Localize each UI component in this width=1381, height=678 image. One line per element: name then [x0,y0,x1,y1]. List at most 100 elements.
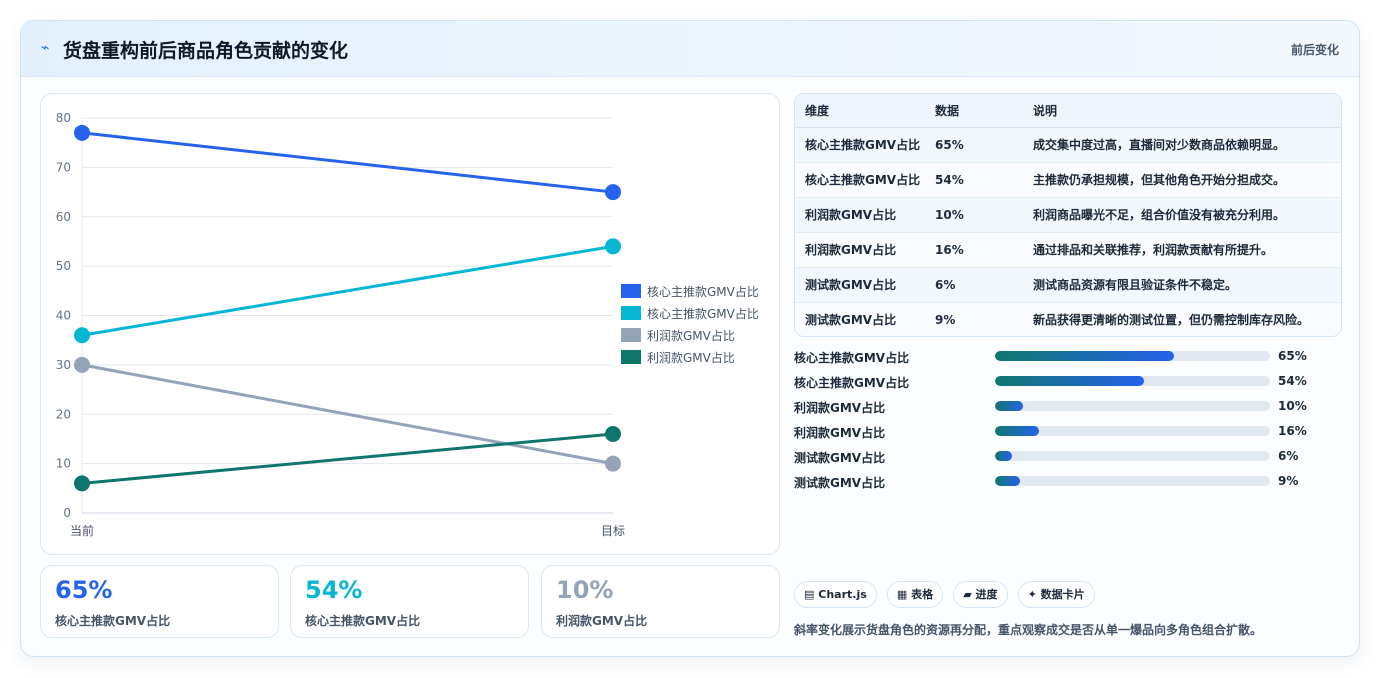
y-tick-label: 10 [56,457,71,471]
progress-value: 54% [1278,374,1307,388]
progress-fill [995,451,1012,461]
table-row: 核心主推款GMV占比 54% 主推款仍承担规模，但其他角色开始分担成交。 [795,162,1341,198]
y-tick-label: 30 [56,358,71,372]
legend-label: 利润款GMV占比 [647,328,735,343]
table-header-cell: 说明 [1023,94,1341,128]
progress-fill [995,351,1174,361]
chip-data-card[interactable]: ✦ 数据卡片 [1017,581,1095,608]
table-row: 测试款GMV占比 9% 新品获得更清晰的测试位置，但仍需控制库存风险。 [795,302,1341,336]
progress-label: 核心主推款GMV占比 [794,351,910,365]
y-tick-label: 60 [56,210,71,224]
chip-chartjs[interactable]: ▤ Chart.js [794,581,877,608]
table-row: 测试款GMV占比 6% 测试商品资源有限且验证条件不稳定。 [795,267,1341,303]
chip-label: 进度 [975,588,998,601]
progress-track [995,376,1270,386]
y-tick-label: 20 [56,407,71,421]
progress-label: 测试款GMV占比 [794,451,886,465]
stat-card-3: 10% 利润款GMV占比 [541,565,780,638]
data-point [605,238,621,255]
table-cell: 测试款GMV占比 [795,302,925,336]
table-header-row: 维度 数据 说明 [795,94,1341,128]
table-icon: ▦ [896,588,908,601]
table-cell: 54% [925,162,1023,198]
table-row: 利润款GMV占比 16% 通过排品和关联推荐，利润款贡献有所提升。 [795,232,1341,268]
data-point [605,426,621,442]
progress-row: 测试款GMV占比 6% [794,446,1342,471]
progress-fill [995,376,1144,386]
x-tick-label: 当前 [70,523,94,538]
y-tick-label: 80 [56,111,71,125]
table-cell: 10% [925,197,1023,233]
page-title: 货盘重构前后商品角色贡献的变化 [63,40,349,62]
table-cell: 核心主推款GMV占比 [795,162,925,198]
stat-value: 65% [55,576,113,604]
stat-label: 核心主推款GMV占比 [305,614,421,628]
y-tick-label: 40 [56,309,71,323]
legend-swatch [621,350,641,364]
table-cell: 测试商品资源有限且验证条件不稳定。 [1023,267,1341,303]
table-cell: 新品获得更清晰的测试位置，但仍需控制库存风险。 [1023,302,1341,336]
progress-track [995,351,1270,361]
table-cell: 9% [925,302,1023,336]
progress-value: 16% [1278,424,1307,438]
progress-row: 利润款GMV占比 10% [794,396,1342,421]
progress-fill [995,401,1023,411]
table-cell: 主推款仍承担规模，但其他角色开始分担成交。 [1023,162,1341,198]
legend-label: 利润款GMV占比 [647,350,735,365]
progress-list: 核心主推款GMV占比 65% 核心主推款GMV占比 54% 利润款GMV占比 10% 利润款… [794,346,1342,496]
data-point [74,124,90,141]
progress-row: 核心主推款GMV占比 54% [794,371,1342,396]
progress-fill [995,476,1020,486]
progress-row: 核心主推款GMV占比 65% [794,346,1342,371]
data-point [605,184,621,201]
progress-label: 核心主推款GMV占比 [794,376,910,390]
card-header: ⌁ 货盘重构前后商品角色贡献的变化 前后变化 [21,21,1359,77]
chart-svg: 0 10 20 30 40 50 60 70 80 当前 目标 核心主推款GMV占比核心主推款GMV占… [56,111,759,538]
stat-value: 54% [305,576,363,604]
legend-label: 核心主推款GMV占比 [647,306,759,321]
progress-track [995,451,1270,461]
table-header-cell: 维度 [795,94,925,128]
progress-row: 利润款GMV占比 16% [794,421,1342,446]
stat-card-1: 65% 核心主推款GMV占比 [40,565,279,638]
stat-value: 10% [556,576,614,604]
table-cell: 利润款GMV占比 [795,197,925,233]
stat-card-2: 54% 核心主推款GMV占比 [290,565,529,638]
progress-label: 利润款GMV占比 [794,426,886,440]
table-cell: 利润商品曝光不足，组合价值没有被充分利用。 [1023,197,1341,233]
progress-value: 6% [1278,449,1299,463]
data-point [605,455,621,472]
header-tag: 前后变化 [1290,43,1339,57]
tech-chips: ▤ Chart.js ▦ 表格 ▰ 进度 ✦ 数据卡片 [794,581,1100,609]
progress-row: 测试款GMV占比 9% [794,471,1342,496]
table-cell: 利润款GMV占比 [795,232,925,268]
progress-value: 9% [1278,474,1299,488]
legend-swatch [621,306,641,320]
chip-label: Chart.js [818,588,867,601]
progress-icon: ▰ [963,588,972,601]
table-row: 核心主推款GMV占比 65% 成交集中度过高，直播间对少数商品依赖明显。 [795,127,1341,163]
table-row: 利润款GMV占比 10% 利润商品曝光不足，组合价值没有被充分利用。 [795,197,1341,233]
y-tick-label: 70 [56,160,71,174]
footnote: 斜率变化展示货盘角色的资源再分配，重点观察成交是否从单一爆品向多角色组合扩散。 [794,623,1263,637]
table-cell: 核心主推款GMV占比 [795,127,925,163]
series-line-4 [81,432,614,485]
chip-table[interactable]: ▦ 表格 [886,581,944,608]
x-tick-label: 目标 [601,524,625,538]
data-point [74,475,90,492]
progress-label: 测试款GMV占比 [794,476,886,490]
series-line-3 [81,363,614,466]
progress-value: 65% [1278,349,1307,363]
slope-chart: 0 10 20 30 40 50 60 70 80 当前 目标 核心主推款GMV占比 核心主推款GMV占… [40,93,780,555]
progress-value: 10% [1278,399,1307,413]
y-tick-label: 0 [63,506,71,520]
legend-swatch [621,284,641,298]
progress-track [995,476,1270,486]
table-cell: 16% [925,232,1023,268]
progress-track [995,426,1270,436]
legend-label: 核心主推款GMV占比 [647,284,759,299]
chip-progress[interactable]: ▰ 进度 [953,581,1008,608]
table-cell: 6% [925,267,1023,303]
table-cell: 成交集中度过高，直播间对少数商品依赖明显。 [1023,127,1341,163]
sparkle-icon: ✦ [1027,588,1037,601]
